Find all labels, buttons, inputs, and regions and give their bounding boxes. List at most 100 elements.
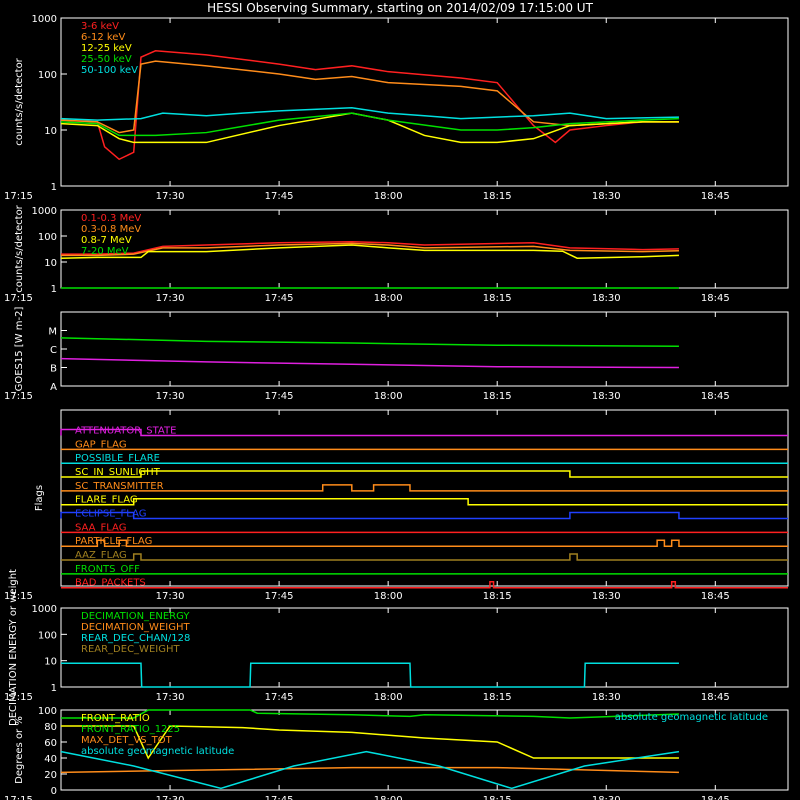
goes-time-label: 17:30 — [156, 391, 185, 402]
gamma-ytick-label: 1000 — [32, 206, 57, 217]
goes-ylabel: GOES15 [W m-2] — [14, 307, 25, 392]
gamma-ytick-label: 1 — [51, 284, 57, 295]
flag-row-label: SC_TRANSMITTER — [75, 481, 164, 492]
ratios-frame — [60, 709, 789, 791]
gamma-time-label: 18:45 — [701, 293, 730, 304]
goes-series-line — [60, 357, 679, 369]
decimation-time-label: 17:15 — [4, 692, 33, 703]
ratios-series-line — [61, 709, 679, 719]
flag-row-line — [61, 553, 788, 561]
flags-time-label: 17:15 — [4, 591, 33, 602]
flag-row-label: SC_IN_SUNLIGHT — [75, 467, 161, 478]
hxr-ytick-label: 10 — [44, 126, 57, 137]
hxr-ytick-label: 1000 — [32, 14, 57, 25]
hxr-time-label: 17:15 — [4, 191, 33, 202]
decimation-ytick-label: 10 — [44, 657, 57, 668]
flags-time-label: 18:45 — [701, 591, 730, 602]
flag-row-line — [61, 497, 788, 506]
flag-row-line — [61, 539, 788, 547]
gamma-series-line — [60, 244, 679, 259]
flag-row-label: PARTICLE_FLAG — [75, 536, 152, 547]
flag-row-label: FRONTS_OFF — [75, 564, 140, 575]
goes-frame — [60, 311, 789, 387]
goes-time-label: 17:15 — [4, 391, 33, 402]
gamma-series-line — [61, 241, 679, 255]
gamma-time-label: 17:15 — [4, 293, 33, 304]
hxr-time-label: 17:30 — [156, 191, 185, 202]
decimation-legend-entry: DECIMATION_WEIGHT — [81, 622, 190, 633]
ratios-ytick-label: 100 — [38, 706, 57, 717]
latitude-annotation: absolute geomagnetic latitude — [615, 712, 768, 723]
flag-row-line — [61, 580, 788, 589]
flag-row-line — [61, 484, 788, 492]
hxr-ytick-label: 100 — [38, 70, 57, 81]
flag-row-label: ATTENUATOR_STATE — [75, 426, 176, 437]
ratios-legend-entry: absolute geomagnetic latitude — [81, 746, 234, 757]
hxr-time-label: 18:15 — [483, 191, 512, 202]
flags-time-label: 18:30 — [592, 591, 621, 602]
gamma-time-label: 17:30 — [156, 293, 185, 304]
hxr-legend-entry: 25-50 keV — [81, 54, 132, 65]
flag-row-label: FLARE_FLAG — [75, 495, 138, 506]
hxr-series-line — [60, 106, 679, 121]
flag-row-label: SAA_FLAG — [75, 522, 126, 533]
ratios-time-label: 18:00 — [374, 795, 403, 800]
goes-time-label: 17:45 — [265, 391, 294, 402]
ratios-ytick-label: 20 — [44, 770, 57, 781]
ratios-legend-entry: FRONT_RATIO — [81, 713, 150, 724]
gamma-time-label: 17:45 — [265, 293, 294, 304]
decimation-legend-entry: REAR_DEC_WEIGHT — [81, 644, 180, 655]
gamma-ytick-label: 100 — [38, 232, 57, 243]
gamma-time-label: 18:15 — [483, 293, 512, 304]
gamma-legend-entry: 0.8-7 MeV — [81, 235, 132, 246]
goes-time-label: 18:00 — [374, 391, 403, 402]
decimation-time-label: 17:30 — [156, 692, 185, 703]
ratios-time-label: 17:45 — [265, 795, 294, 800]
flag-row-label: POSSIBLE_FLARE — [75, 453, 160, 464]
flags-time-label: 18:15 — [483, 591, 512, 602]
ratios-ylabel: Degrees or % — [14, 716, 25, 784]
decimation-time-label: 18:30 — [592, 692, 621, 703]
decimation-legend-entry: DECIMATION_ENERGY — [81, 611, 190, 622]
ratios-ytick-label: 0 — [51, 786, 57, 797]
decimation-ytick-label: 1 — [51, 683, 57, 694]
gamma-ylabel: counts/s/detector — [14, 204, 25, 292]
ratios-time-label: 17:30 — [156, 795, 185, 800]
decimation-ylabel: DECIMATION ENERGY or weight — [8, 569, 19, 726]
hxr-legend-entry: 50-100 keV — [81, 65, 138, 76]
flag-row-line — [61, 470, 788, 478]
gamma-ytick-label: 10 — [44, 258, 57, 269]
ratios-legend-entry: MAX_DET_VS_TOT — [81, 735, 173, 746]
decimation-ytick-label: 100 — [38, 630, 57, 641]
hxr-time-label: 18:00 — [374, 191, 403, 202]
flag-row-label: ECLIPSE_FLAG — [75, 509, 146, 520]
flag-row-label: AAZ_FLAG — [75, 550, 127, 561]
goes-series-line — [60, 337, 679, 348]
hxr-frame — [60, 17, 789, 187]
hxr-series-line — [60, 60, 679, 134]
gamma-time-label: 18:30 — [592, 293, 621, 304]
hxr-legend-entry: 12-25 keV — [81, 43, 132, 54]
decimation-series-line — [61, 662, 679, 688]
flag-row-label: BAD_PACKETS — [75, 578, 146, 589]
hxr-series-line — [60, 112, 679, 137]
flags-time-label: 17:30 — [156, 591, 185, 602]
goes-ytick-label: A — [50, 382, 57, 393]
hxr-time-label: 18:45 — [701, 191, 730, 202]
flags-frame — [60, 409, 789, 587]
decimation-time-label: 18:00 — [374, 692, 403, 703]
flag-row-line — [60, 511, 788, 520]
hxr-time-label: 18:30 — [592, 191, 621, 202]
gamma-legend-entry: 0.1-0.3 MeV — [81, 213, 141, 224]
ratios-ytick-label: 80 — [44, 722, 57, 733]
ratios-series-line — [60, 766, 679, 774]
ratios-ytick-label: 40 — [44, 754, 57, 765]
decimation-time-label: 17:45 — [265, 692, 294, 703]
decimation-legend-entry: REAR_DEC_CHAN/128 — [81, 633, 190, 644]
ratios-time-label: 17:15 — [4, 795, 33, 800]
plot-title: HESSI Observing Summary, starting on 201… — [207, 1, 593, 15]
goes-ytick-label: M — [48, 327, 57, 338]
ratios-time-label: 18:15 — [483, 795, 512, 800]
hxr-time-label: 17:45 — [265, 191, 294, 202]
